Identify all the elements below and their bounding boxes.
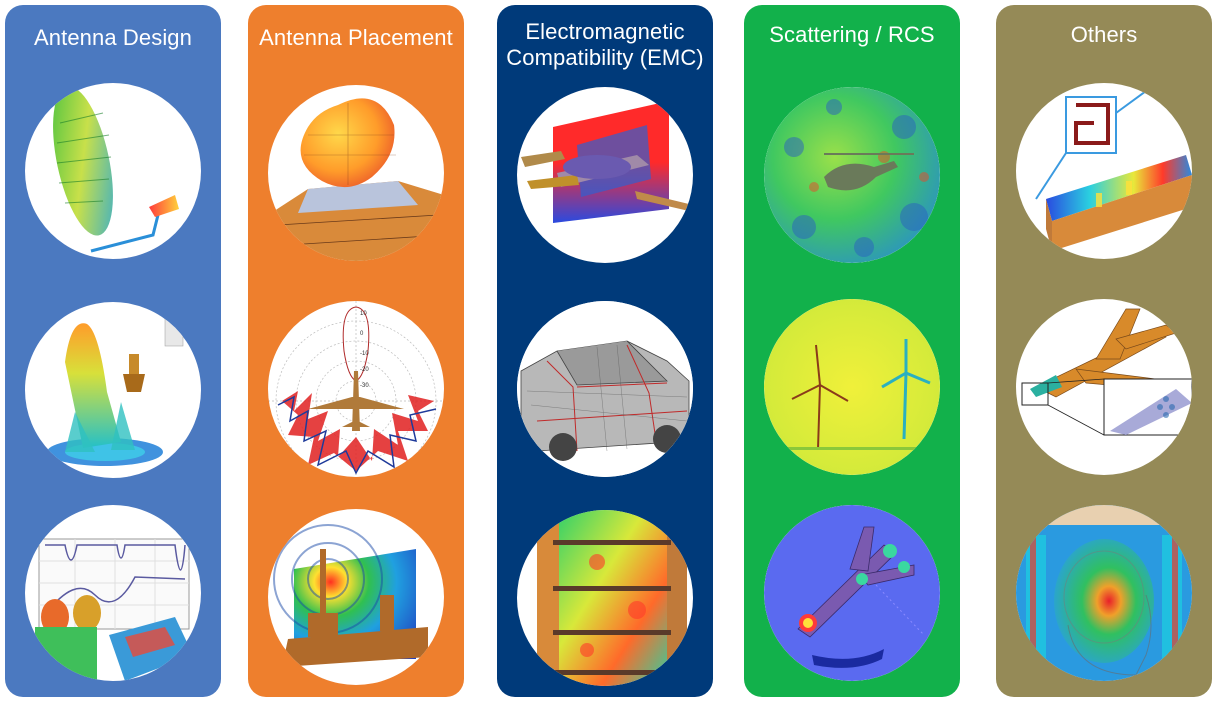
polar-tick-neg20: -20 (360, 367, 369, 373)
polar-tick-10: 10 (360, 311, 367, 317)
antenna-placement-panel: Antenna Placement (248, 5, 464, 697)
microstrip-filter-icon (1016, 83, 1192, 259)
antenna-s-parameter-icon (25, 505, 201, 681)
polar-tick-neg10: -10 (360, 351, 369, 357)
scattering-rcs-title: Scattering / RCS (769, 22, 935, 47)
others-title: Others (1070, 22, 1138, 47)
ship-field-plot-icon (268, 509, 444, 685)
head-sar-icon (1016, 505, 1192, 681)
car-wireframe-icon (517, 301, 693, 477)
polar-tick-0: 0 (360, 331, 364, 337)
antenna-design-title: Antenna Design (34, 25, 192, 50)
aircraft-rcs-icon (764, 505, 940, 681)
fighter-jet-radome-icon (1016, 299, 1192, 475)
horn-antenna-pattern-icon (25, 302, 201, 478)
others-panel: Others (996, 5, 1212, 697)
wind-turbine-icon (764, 299, 940, 475)
car-antenna-pattern-icon (268, 85, 444, 261)
aircraft-polar-plot-icon: 10 0 -10 -20 -30 (268, 301, 444, 477)
helicopter-rcs-sphere-icon (764, 87, 940, 263)
emc-title: Electromagnetic Compatibility (EMC) (506, 19, 704, 70)
building-field-icon (517, 510, 693, 686)
reflector-antenna-icon (25, 83, 201, 259)
emc-panel: Electromagnetic Compatibility (EMC) (497, 5, 713, 697)
scattering-rcs-panel: Scattering / RCS (744, 5, 960, 697)
antenna-design-panel: Antenna Design (5, 5, 221, 697)
polar-tick-neg30: -30 (360, 383, 369, 389)
antenna-placement-title: Antenna Placement (259, 25, 453, 50)
aircraft-field-plane-icon (517, 87, 693, 263)
